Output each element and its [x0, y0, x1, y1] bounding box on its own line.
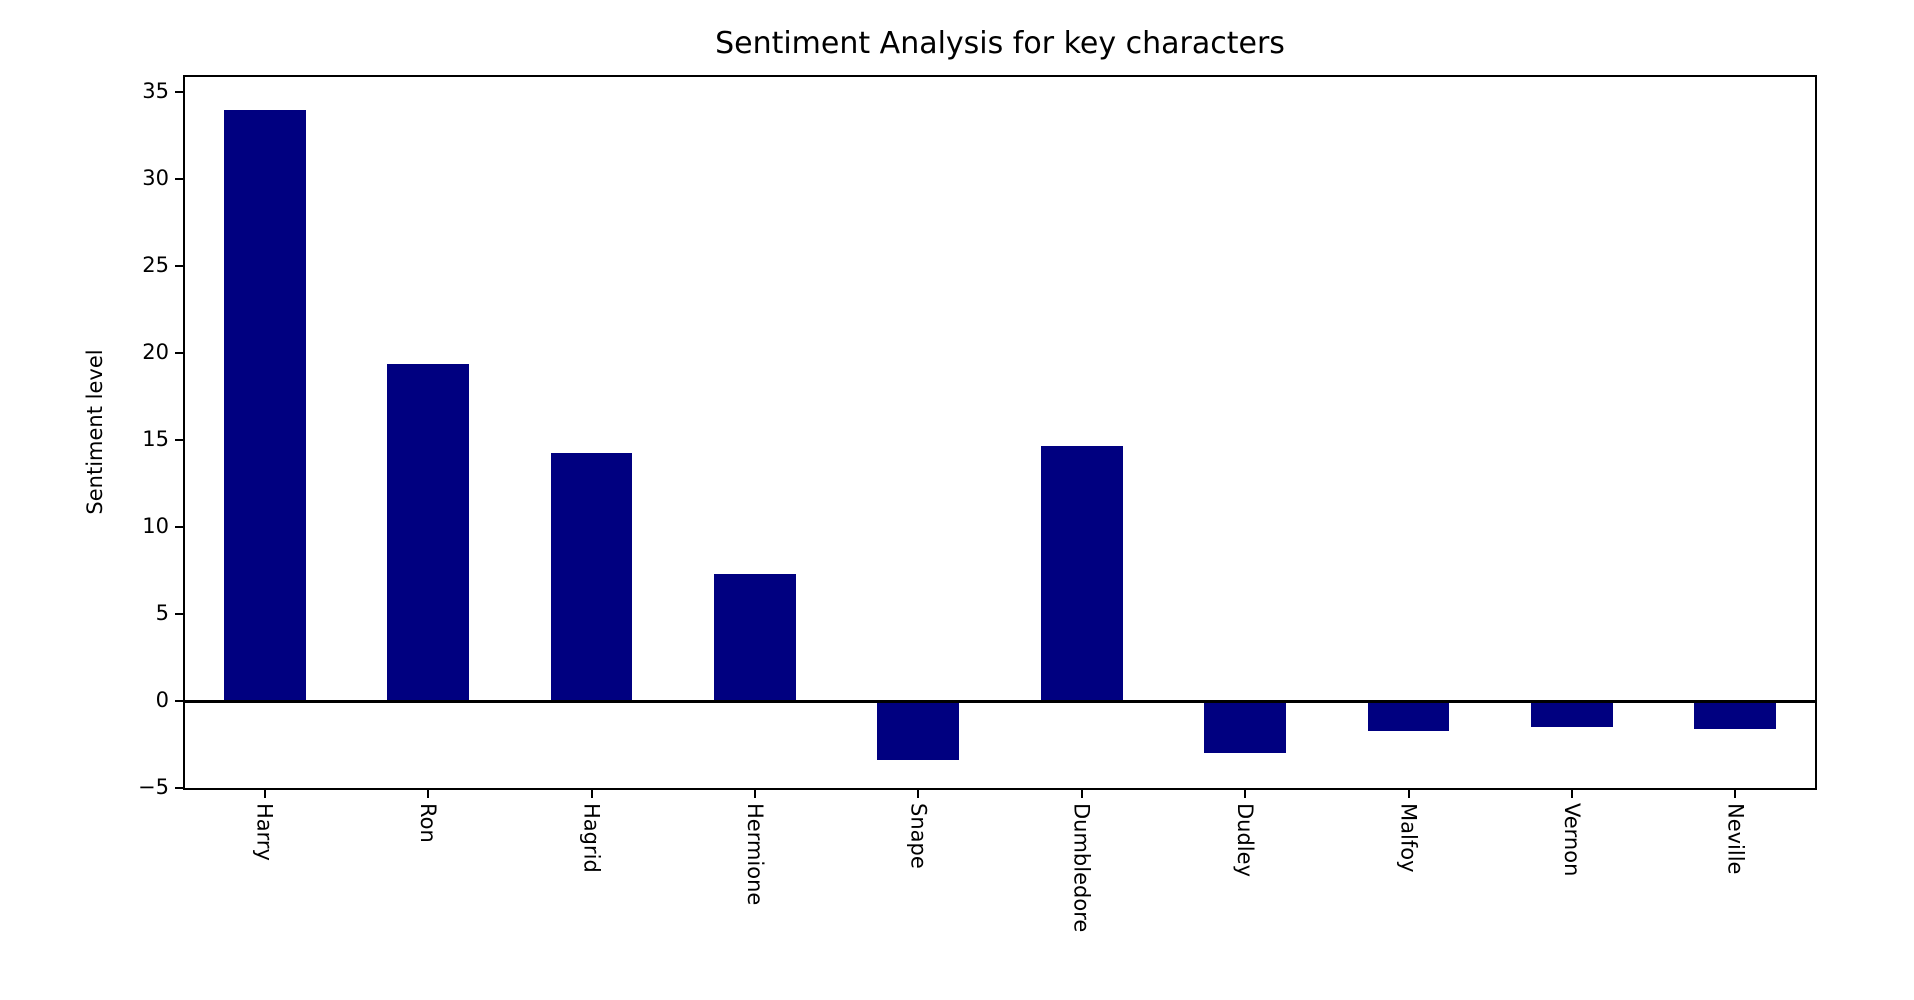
x-tick-mark [1244, 790, 1247, 798]
x-tick-label-harry: Harry [252, 803, 277, 861]
y-tick-mark [175, 526, 183, 529]
y-tick-mark [175, 352, 183, 355]
y-tick-mark [175, 178, 183, 181]
y-tick-mark [175, 439, 183, 442]
y-tick-label-0: 0 [155, 688, 169, 713]
bar-snape [877, 701, 960, 761]
y-tick-label-5: 5 [155, 601, 169, 626]
x-tick-mark [1734, 790, 1737, 798]
bar-malfoy [1367, 701, 1450, 731]
bar-dumbledore [1040, 445, 1123, 702]
y-tick-mark [175, 700, 183, 703]
x-tick-mark [1570, 790, 1573, 798]
y-tick-label--5: −5 [138, 775, 169, 800]
chart-title: Sentiment Analysis for key characters [715, 26, 1285, 61]
x-tick-mark [1407, 790, 1410, 798]
bar-hermione [714, 574, 796, 702]
y-tick-label-25: 25 [142, 253, 169, 278]
x-tick-mark [590, 790, 593, 798]
bar-harry [223, 109, 306, 702]
bar-hagrid [550, 452, 633, 702]
y-tick-mark [175, 613, 183, 616]
bar-dudley [1204, 701, 1286, 754]
x-tick-label-dudley: Dudley [1233, 803, 1258, 877]
x-tick-mark [917, 790, 920, 798]
y-axis-label: Sentiment level [83, 349, 107, 515]
bar-neville [1694, 701, 1777, 730]
y-tick-label-35: 35 [142, 79, 169, 104]
x-tick-label-ron: Ron [416, 803, 441, 843]
y-tick-label-15: 15 [142, 427, 169, 452]
x-tick-mark [753, 790, 756, 798]
x-tick-mark [427, 790, 430, 798]
zero-line [183, 699, 1817, 703]
x-tick-label-dumbledore: Dumbledore [1069, 803, 1094, 933]
y-tick-mark [175, 91, 183, 94]
x-tick-label-neville: Neville [1723, 803, 1748, 875]
y-tick-mark [175, 265, 183, 268]
bar-ron [387, 363, 469, 702]
y-tick-mark [175, 787, 183, 790]
x-tick-label-hagrid: Hagrid [579, 803, 604, 873]
x-tick-label-snape: Snape [906, 803, 931, 869]
x-tick-label-hermione: Hermione [742, 803, 767, 906]
x-tick-label-malfoy: Malfoy [1396, 803, 1421, 873]
y-tick-label-30: 30 [142, 166, 169, 191]
x-tick-label-vernon: Vernon [1559, 803, 1584, 877]
y-tick-label-20: 20 [142, 340, 169, 365]
x-tick-mark [263, 790, 266, 798]
x-tick-mark [1080, 790, 1083, 798]
bar-vernon [1531, 701, 1613, 728]
y-tick-label-10: 10 [142, 514, 169, 539]
